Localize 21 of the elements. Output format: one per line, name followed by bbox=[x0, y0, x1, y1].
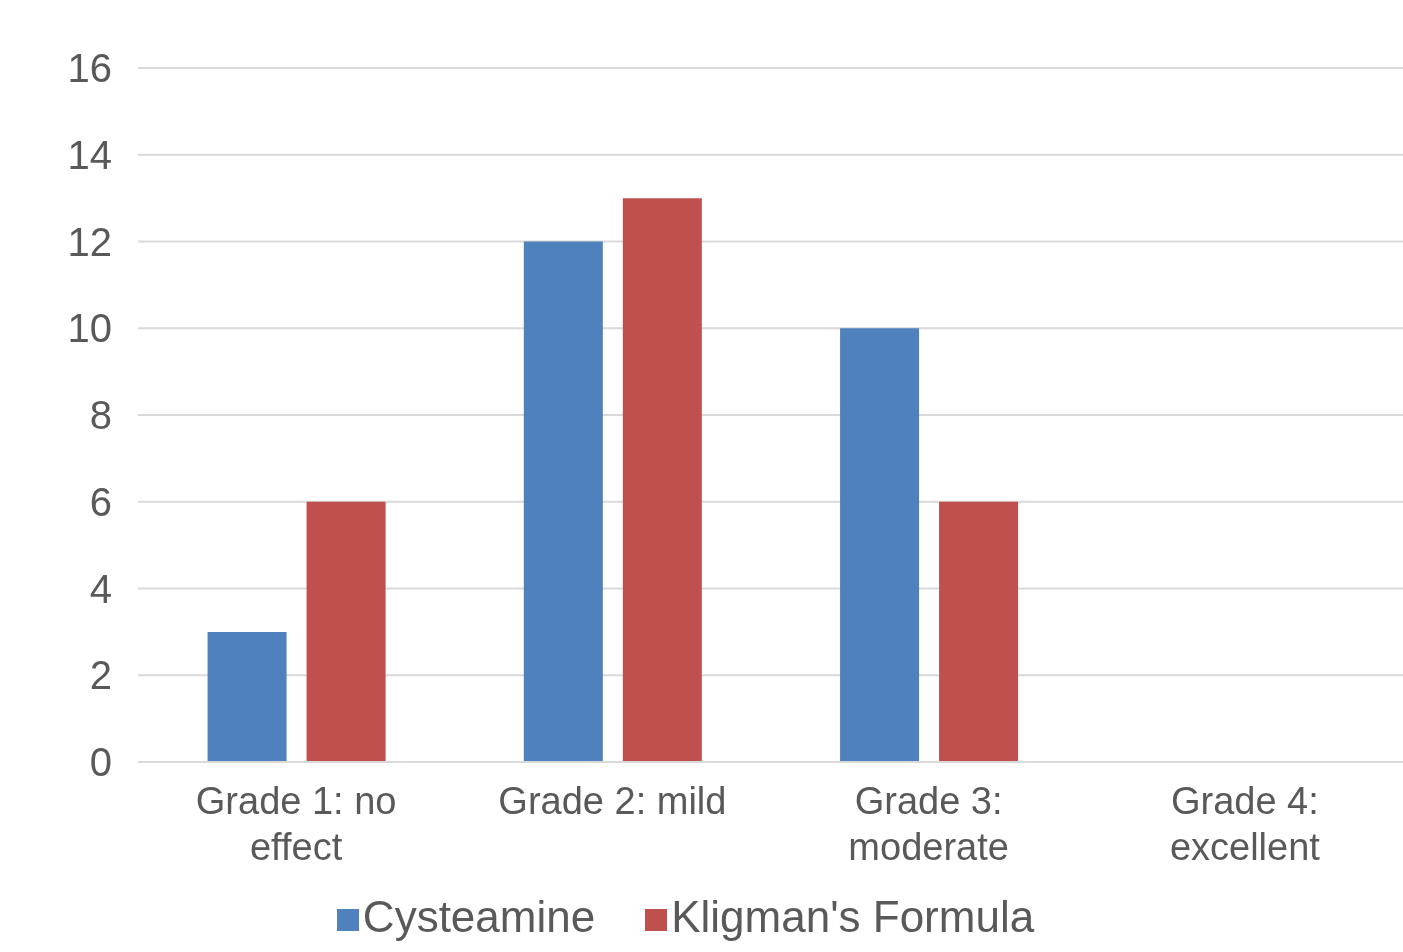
x-tick-label: Grade 2: mild bbox=[497, 779, 728, 824]
y-tick-label: 14 bbox=[67, 132, 112, 177]
bar bbox=[207, 631, 287, 762]
bar bbox=[840, 328, 920, 762]
bar bbox=[939, 501, 1019, 762]
y-tick-label: 16 bbox=[67, 46, 112, 91]
x-tick-label: Grade 1: no effect bbox=[194, 779, 398, 870]
legend-label: Cysteamine bbox=[362, 892, 596, 941]
y-tick-label: 0 bbox=[89, 740, 112, 785]
bar bbox=[622, 198, 702, 762]
y-tick-label: 8 bbox=[89, 393, 112, 438]
y-tick-label: 10 bbox=[67, 306, 112, 351]
x-tick-label: Grade 3: moderate bbox=[847, 779, 1010, 870]
x-tick-label: Grade 4: excellent bbox=[1168, 779, 1321, 870]
legend-label: Kligman's Formula bbox=[671, 892, 1035, 941]
y-tick-label: 6 bbox=[89, 479, 112, 524]
y-tick-label: 12 bbox=[67, 219, 112, 264]
y-tick-label: 2 bbox=[89, 653, 112, 698]
y-tick-label: 4 bbox=[89, 566, 112, 611]
bar bbox=[523, 241, 603, 762]
bar bbox=[306, 501, 386, 762]
